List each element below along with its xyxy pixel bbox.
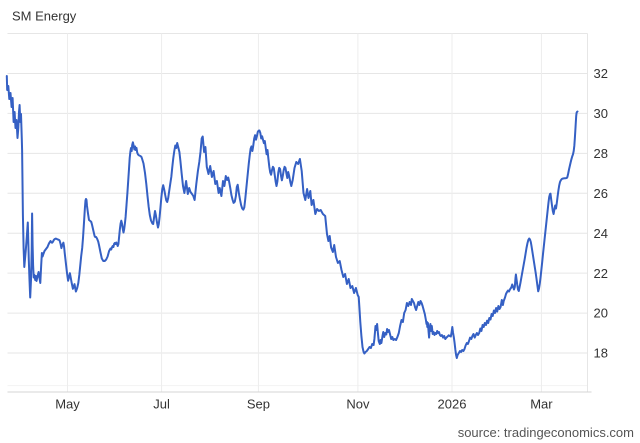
svg-text:22: 22 (594, 266, 608, 281)
svg-text:SM Energy: SM Energy (12, 9, 77, 24)
svg-text:20: 20 (594, 306, 608, 321)
svg-text:26: 26 (594, 186, 608, 201)
svg-text:Jul: Jul (153, 397, 170, 412)
svg-text:32: 32 (594, 66, 608, 81)
svg-text:18: 18 (594, 346, 608, 361)
svg-text:28: 28 (594, 146, 608, 161)
svg-text:Mar: Mar (530, 397, 553, 412)
svg-text:Sep: Sep (247, 397, 270, 412)
svg-text:May: May (55, 397, 80, 412)
svg-text:2026: 2026 (438, 397, 467, 412)
svg-text:24: 24 (594, 226, 608, 241)
svg-text:30: 30 (594, 106, 608, 121)
svg-text:source: tradingeconomics.com: source: tradingeconomics.com (458, 425, 634, 440)
svg-text:Nov: Nov (346, 397, 370, 412)
